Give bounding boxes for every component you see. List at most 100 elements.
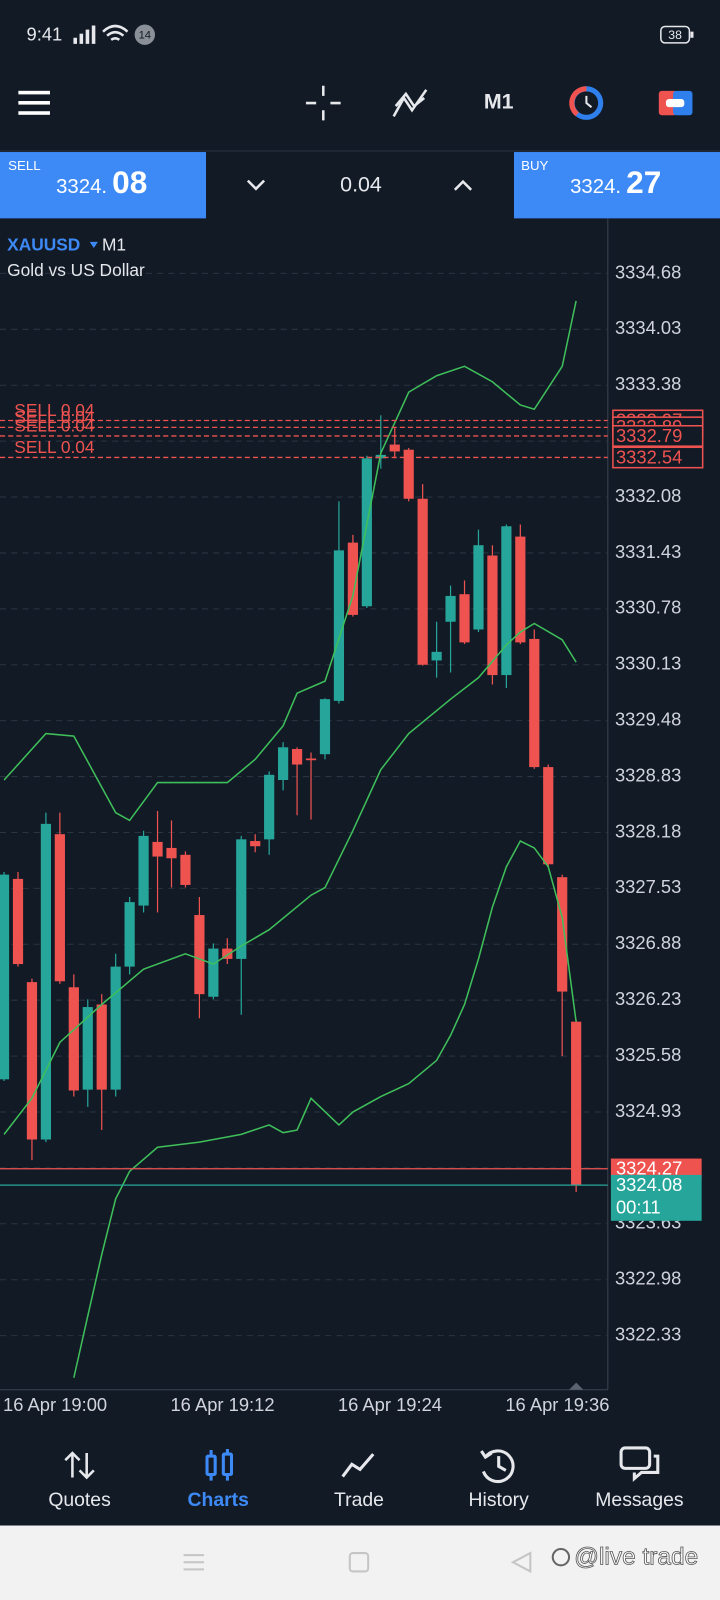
watermark: @live trade [574, 1544, 698, 1571]
y-tick-label: 3326.23 [615, 988, 681, 1009]
symbol[interactable]: XAUUSD [7, 234, 80, 254]
y-tick-label: 3324.93 [615, 1100, 681, 1121]
nav-item[interactable]: Charts [188, 1489, 249, 1511]
candle-body [96, 1004, 107, 1090]
candle-body [361, 458, 372, 607]
ask-price: 3324.27 [616, 1158, 682, 1179]
status-bar: 9:41 14 38 [27, 24, 694, 45]
y-tick-label: 3325.58 [615, 1044, 681, 1065]
symbol-description: Gold vs US Dollar [7, 260, 145, 280]
volume-up[interactable] [453, 179, 473, 191]
toolbar: M1 [18, 85, 693, 121]
candle-body [389, 444, 400, 452]
x-tick-label: 16 Apr 19:36 [505, 1394, 609, 1415]
volume-down[interactable] [246, 179, 266, 191]
buy-price-big: 27 [626, 164, 661, 200]
candle-body [208, 948, 219, 997]
y-tick-label: 3334.68 [615, 261, 681, 282]
bottom-nav: Quotes Charts Trade History Messages [48, 1446, 684, 1511]
buy-price: 3324. [570, 176, 621, 198]
candle-body [166, 847, 177, 859]
y-tick-label: 3328.18 [615, 820, 681, 841]
crosshair-button[interactable] [305, 85, 341, 121]
ask-tag [610, 1158, 702, 1179]
home-button[interactable] [348, 1552, 370, 1573]
candle-body [431, 651, 442, 661]
buy-label: BUY [521, 158, 548, 173]
order-price: 3332.54 [616, 446, 682, 467]
indicator-line [3, 622, 577, 1135]
watermark-icon [551, 1547, 571, 1567]
charts-icon [205, 1448, 234, 1481]
candle-body [319, 699, 331, 755]
y-tick-label: 3333.38 [615, 373, 681, 394]
candle-body [557, 877, 568, 992]
candle-body [222, 948, 233, 959]
candle-body [487, 555, 498, 676]
nav-item[interactable]: History [469, 1489, 530, 1511]
back-button[interactable] [510, 1551, 532, 1574]
candle-body [40, 823, 52, 1140]
candle-body [68, 987, 79, 1091]
y-tick-label: 3322.33 [615, 1323, 681, 1344]
sell-price-big: 08 [112, 164, 147, 200]
sell-price: 3324. [56, 176, 107, 198]
clock: 9:41 [27, 24, 63, 45]
bid-price: 3324.08 [616, 1174, 682, 1195]
candle-body [250, 841, 261, 847]
notification-count: 14 [139, 30, 151, 42]
candle-body [138, 835, 149, 906]
indicators-button[interactable] [392, 89, 428, 117]
x-tick-label: 16 Apr 19:24 [338, 1394, 442, 1415]
buy-button[interactable] [513, 152, 720, 219]
menu-button[interactable] [18, 90, 50, 115]
order-label: SELL 0.04 [14, 415, 95, 435]
bar-timer: 00:11 [616, 1196, 661, 1217]
symbol-dropdown[interactable] [89, 241, 98, 248]
y-tick-label: 3327.53 [615, 876, 681, 897]
candle-body [194, 915, 205, 995]
order-label: SELL 0.04 [14, 407, 95, 427]
order-tag [612, 424, 704, 447]
x-tick-label: 16 Apr 19:00 [3, 1394, 107, 1415]
indicator-line [3, 300, 577, 822]
scroll-marker [569, 1382, 584, 1390]
y-tick-label: 3328.83 [615, 764, 681, 785]
sell-button[interactable] [0, 152, 207, 219]
order-price: 3332.79 [616, 425, 682, 446]
trade-button[interactable] [658, 90, 693, 116]
order-label: SELL 0.04 [14, 400, 95, 420]
candle-body [305, 758, 317, 761]
nav-item[interactable]: Messages [595, 1489, 683, 1511]
candle-body [278, 747, 289, 780]
timeframe-button[interactable]: M1 [484, 90, 514, 114]
candle-body [459, 594, 470, 643]
volume[interactable]: 0.04 [340, 172, 382, 196]
candle-body [12, 878, 24, 965]
y-tick-label: 3329.48 [615, 708, 681, 729]
candle-body [0, 874, 10, 1080]
candle-body [54, 834, 65, 982]
y-tick-label: 3331.43 [615, 541, 681, 562]
x-tick-label: 16 Apr 19:12 [170, 1394, 274, 1415]
clock-button[interactable] [569, 86, 604, 120]
recents-button[interactable] [183, 1554, 204, 1571]
history-icon [480, 1449, 515, 1484]
candle-body [543, 767, 554, 865]
y-tick-label: 3322.98 [615, 1268, 681, 1289]
candle-body [571, 1021, 582, 1186]
candle-body [403, 449, 414, 499]
trade-icon [341, 1453, 375, 1478]
trade-panel: SELL 3324. 08 0.04 BUY 3324. 27 [0, 152, 720, 219]
overlay: 3334.683334.033333.383332.733332.083331.… [3, 261, 704, 1415]
plot-area [0, 272, 608, 1378]
candle-body [515, 536, 526, 643]
candle-body [152, 841, 163, 857]
candle-body [501, 526, 512, 676]
nav-item[interactable]: Quotes [48, 1489, 110, 1511]
nav-item[interactable]: Trade [334, 1489, 384, 1511]
y-tick-label: 3330.78 [615, 597, 681, 618]
